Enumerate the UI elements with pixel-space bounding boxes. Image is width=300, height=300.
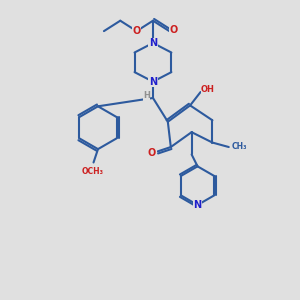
Text: CH₃: CH₃ bbox=[232, 142, 248, 151]
Text: OH: OH bbox=[201, 85, 215, 94]
Text: O: O bbox=[133, 26, 141, 36]
Text: H: H bbox=[143, 91, 150, 100]
Text: O: O bbox=[170, 25, 178, 34]
Text: N: N bbox=[194, 200, 202, 210]
Text: OCH₃: OCH₃ bbox=[82, 167, 104, 176]
Text: O: O bbox=[148, 148, 156, 158]
Text: N: N bbox=[149, 76, 157, 87]
Text: N: N bbox=[149, 38, 157, 48]
